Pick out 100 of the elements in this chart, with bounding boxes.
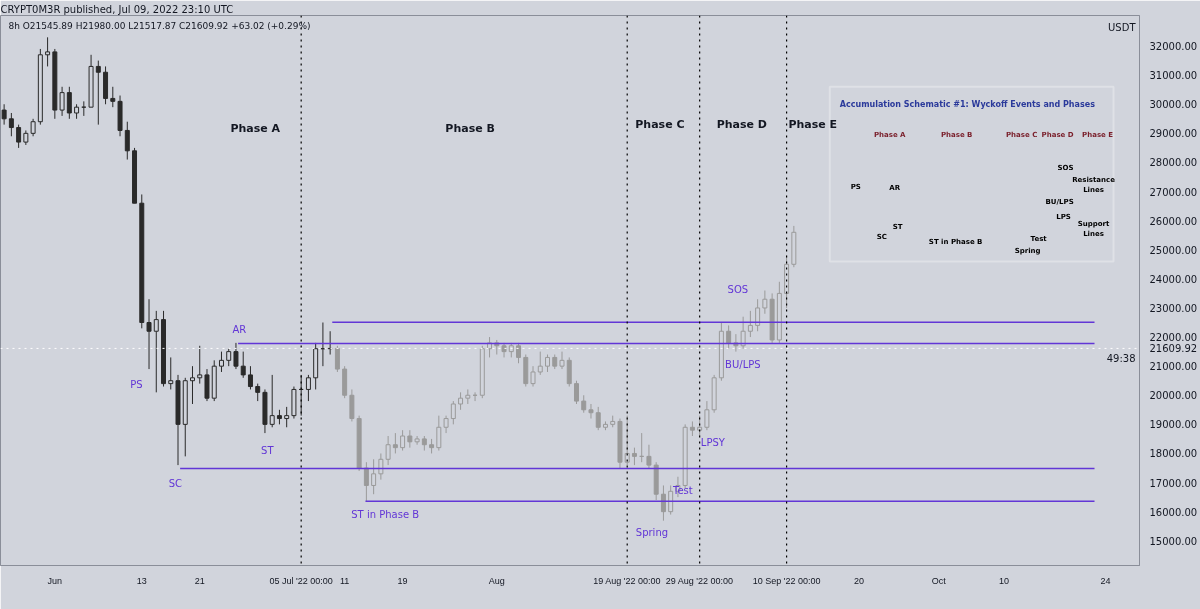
ref-line-label: 21609.92 (1149, 343, 1198, 355)
candlestick (284, 406, 290, 428)
candlestick (436, 415, 442, 452)
annotation: Accumulation Schematic #1: Wyckoff Events and Phases (839, 100, 1096, 110)
y-tick-label: 23000.00 (1149, 302, 1198, 314)
candlestick (66, 86, 72, 120)
annotation: AR (232, 324, 247, 336)
candlestick (537, 351, 543, 376)
x-tick-label: Jun (47, 575, 63, 586)
candlestick (16, 124, 22, 149)
x-tick-label: Aug (488, 575, 505, 586)
annotation: Test (672, 484, 693, 496)
candlestick (204, 368, 210, 402)
candlestick (574, 380, 579, 405)
candlestick (697, 415, 703, 437)
annotation: BU/LPS (725, 359, 761, 371)
candlestick (668, 484, 674, 516)
y-tick-label: 27000.00 (1149, 186, 1198, 198)
x-tick-label: 21 (194, 575, 205, 586)
chart-title: CRYPT0M3R published, Jul 09, 2022 23:10 UTC (0, 3, 234, 15)
annotation: ST (261, 444, 275, 456)
ref-line-label: 29 Aug '22 00:00 (665, 575, 734, 586)
y-axis-title: USDT (1108, 22, 1137, 34)
candlestick (392, 432, 398, 454)
x-tick-label: 20 (854, 575, 865, 586)
candlestick (269, 374, 275, 428)
y-tick-label: 21000.00 (1149, 361, 1198, 373)
candlestick (153, 310, 159, 393)
annotation: Phase C (635, 118, 685, 132)
candlestick (407, 429, 413, 449)
y-tick-label: 17000.00 (1149, 477, 1198, 489)
y-tick-label: 25000.00 (1149, 244, 1198, 256)
ref-line-label: 10 Sep '22 00:00 (752, 575, 821, 586)
x-tick-label: 24 (1100, 575, 1111, 586)
annotation: LPSY (700, 436, 726, 448)
candlestick (146, 298, 152, 370)
ref-line-label: 19 Aug '22 00:00 (593, 575, 661, 586)
candlestick (1, 103, 7, 126)
candlestick (726, 324, 732, 350)
candlestick (233, 342, 239, 370)
y-tick-label: 18000.00 (1149, 448, 1198, 460)
candlestick (747, 310, 753, 338)
x-tick-label: 19 (397, 575, 408, 586)
y-tick-label: 15000.00 (1149, 535, 1198, 547)
candlestick (110, 86, 116, 108)
candlestick (559, 351, 565, 370)
annotation: 49:38 (1106, 353, 1136, 365)
y-tick-label: 26000.00 (1149, 215, 1198, 227)
candlestick (59, 86, 65, 117)
x-tick-label: 11 (339, 575, 350, 586)
candlestick (595, 406, 601, 431)
y-tick-label: 30000.00 (1149, 99, 1198, 111)
y-tick-label: 22000.00 (1149, 332, 1198, 344)
ref-line-label: 05 Jul '22 00:00 (269, 575, 333, 586)
candlestick (8, 112, 14, 137)
candlestick (218, 351, 224, 373)
candlestick (378, 452, 384, 481)
candlestick (400, 429, 406, 452)
candlestick (450, 400, 456, 425)
candlestick (588, 403, 594, 420)
candlestick (624, 415, 630, 466)
candlestick (95, 60, 101, 126)
candlestick (530, 365, 536, 388)
annotation: Phase A (230, 122, 281, 136)
candlestick (124, 121, 130, 161)
candlestick (704, 400, 710, 431)
text: 8h O21545.89 H21980.00 L21517.87 C21609.92 +63.02 (+0.29%) (8, 20, 311, 31)
candlestick (190, 365, 195, 405)
annotation: Phase E (788, 118, 838, 132)
candlestick (334, 345, 340, 373)
candlestick (305, 374, 311, 402)
x-tick-label: 10 (998, 575, 1009, 586)
x-tick-label: 13 (136, 575, 147, 586)
y-tick-label: 16000.00 (1149, 506, 1198, 518)
candlestick (168, 356, 174, 390)
y-tick-label: 31000.00 (1149, 70, 1198, 82)
y-tick-label: 28000.00 (1149, 157, 1198, 169)
candlestick (414, 435, 420, 446)
candlestick (45, 36, 51, 67)
annotation: ST in Phase B (351, 508, 420, 520)
y-tick-label: 19000.00 (1149, 419, 1198, 431)
y-tick-label: 32000.00 (1149, 41, 1198, 53)
annotation: PS (130, 379, 143, 391)
y-tick-label: 29000.00 (1149, 128, 1198, 140)
candlestick (371, 458, 377, 495)
annotation: SOS (727, 284, 749, 295)
candlestick (240, 351, 246, 379)
y-tick-label: 24000.00 (1149, 273, 1198, 285)
annotation: Spring (635, 526, 669, 538)
annotation: Phase B (445, 122, 495, 136)
x-tick-label: Oct (931, 575, 947, 586)
candlestick (197, 345, 203, 385)
candlestick (363, 461, 369, 502)
y-tick-label: 20000.00 (1149, 390, 1198, 402)
candlestick (646, 444, 652, 469)
annotation: Phase D (716, 118, 767, 132)
annotation: SC (168, 477, 183, 489)
candlestick (566, 356, 572, 388)
candlestick (385, 435, 391, 466)
candlestick (349, 388, 355, 422)
